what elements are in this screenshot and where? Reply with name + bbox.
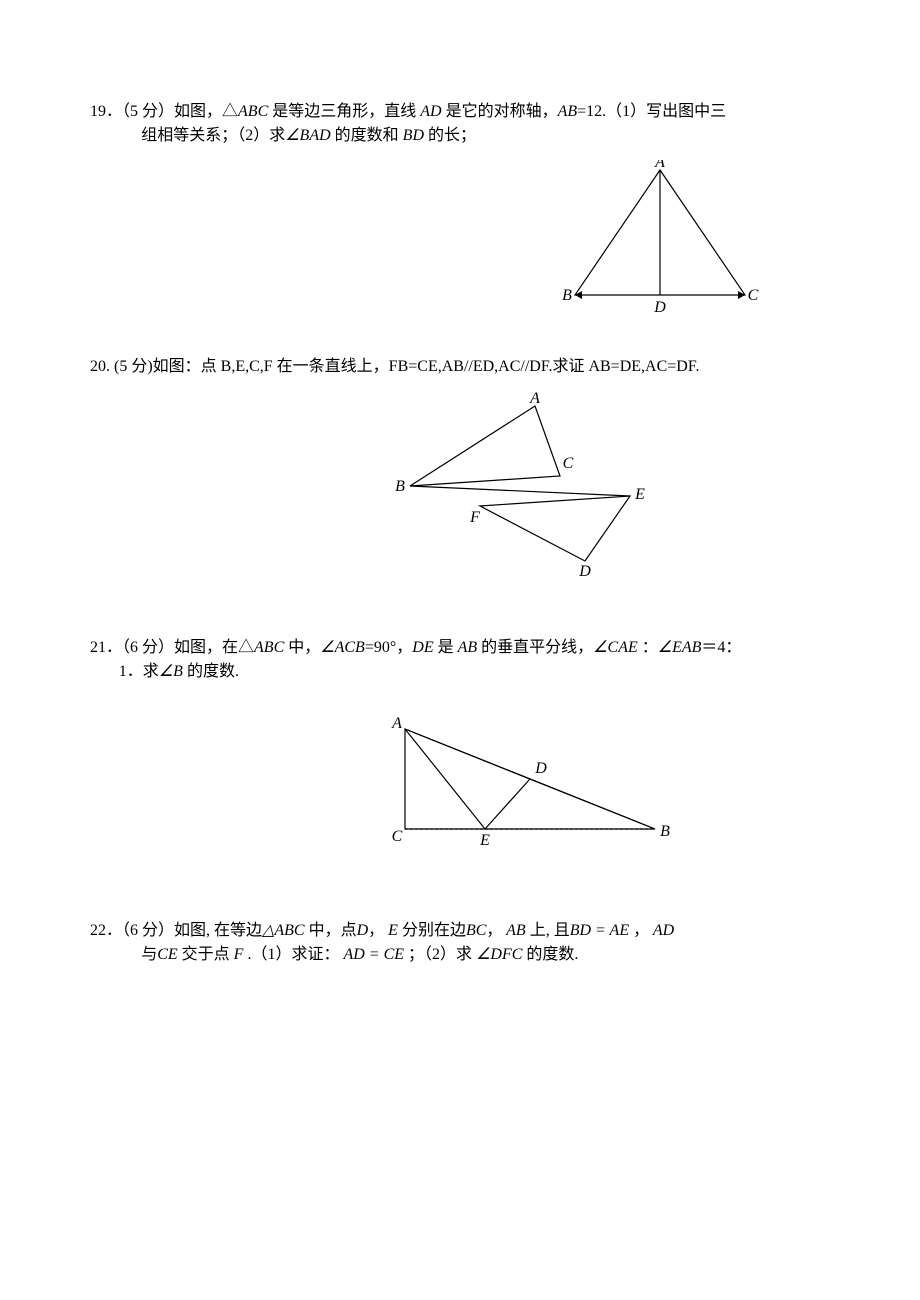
svg-text:B: B	[562, 287, 572, 304]
svg-text:C: C	[563, 455, 574, 472]
diagram-19: A B C D	[90, 160, 830, 315]
two-triangles-diagram: A B C F E D	[385, 391, 655, 576]
problem-19-text-line2: 组相等关系；（2）求∠BAD 的度数和 BD 的长；	[90, 124, 830, 148]
problem-21-text-line2: 1．求∠B 的度数.	[90, 660, 830, 684]
svg-text:D: D	[534, 760, 547, 777]
problem-20-text: 20. (5 分)如图：点 B,E,C,F 在一条直线上，FB=CE,AB//E…	[90, 355, 830, 379]
svg-text:E: E	[634, 486, 645, 503]
svg-text:C: C	[748, 287, 759, 304]
svg-text:A: A	[529, 391, 540, 407]
problem-number: 19	[90, 103, 106, 120]
problem-22-text: 22．（6 分）如图, 在等边△ABC 中，点D， E 分别在边BC， AB 上…	[90, 919, 830, 943]
diagram-21: A C B E D	[90, 714, 830, 849]
diagram-20: A B C F E D	[90, 391, 830, 576]
right-triangle-diagram: A C B E D	[375, 714, 675, 849]
problem-number: 21	[90, 639, 106, 656]
svg-text:D: D	[578, 563, 591, 576]
problem-20: 20. (5 分)如图：点 B,E,C,F 在一条直线上，FB=CE,AB//E…	[90, 355, 830, 576]
svg-text:B: B	[660, 823, 670, 840]
problem-number: 22	[90, 922, 106, 939]
svg-text:F: F	[469, 509, 480, 526]
svg-text:A: A	[654, 160, 665, 171]
svg-text:A: A	[391, 715, 402, 732]
problem-19-text: 19．（5 分）如图，△ABC 是等边三角形，直线 AD 是它的对称轴，AB=1…	[90, 100, 830, 124]
triangle-diagram: A B C D	[560, 160, 760, 315]
svg-text:B: B	[395, 478, 405, 495]
problem-22-text-line2: 与CE 交于点 F .（1）求证： AD = CE ；（2）求 ∠DFC 的度数…	[90, 943, 830, 967]
problem-22: 22．（6 分）如图, 在等边△ABC 中，点D， E 分别在边BC， AB 上…	[90, 919, 830, 967]
svg-text:E: E	[479, 832, 490, 849]
problem-number: 20	[90, 358, 106, 375]
problem-19: 19．（5 分）如图，△ABC 是等边三角形，直线 AD 是它的对称轴，AB=1…	[90, 100, 830, 315]
problem-21: 21．（6 分）如图，在△ABC 中，∠ACB=90°，DE 是 AB 的垂直平…	[90, 636, 830, 849]
problem-21-text: 21．（6 分）如图，在△ABC 中，∠ACB=90°，DE 是 AB 的垂直平…	[90, 636, 830, 660]
svg-text:D: D	[653, 299, 666, 315]
svg-text:C: C	[392, 828, 403, 845]
